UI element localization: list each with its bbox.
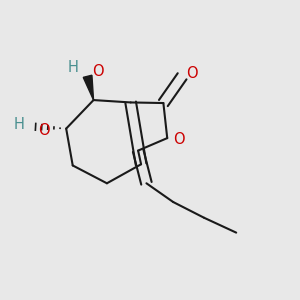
Polygon shape [83, 75, 94, 100]
Text: O: O [92, 64, 104, 79]
Text: O: O [186, 66, 198, 81]
Text: H: H [68, 60, 79, 75]
Text: O: O [38, 123, 50, 138]
Text: O: O [173, 132, 185, 147]
Text: H: H [14, 117, 25, 132]
